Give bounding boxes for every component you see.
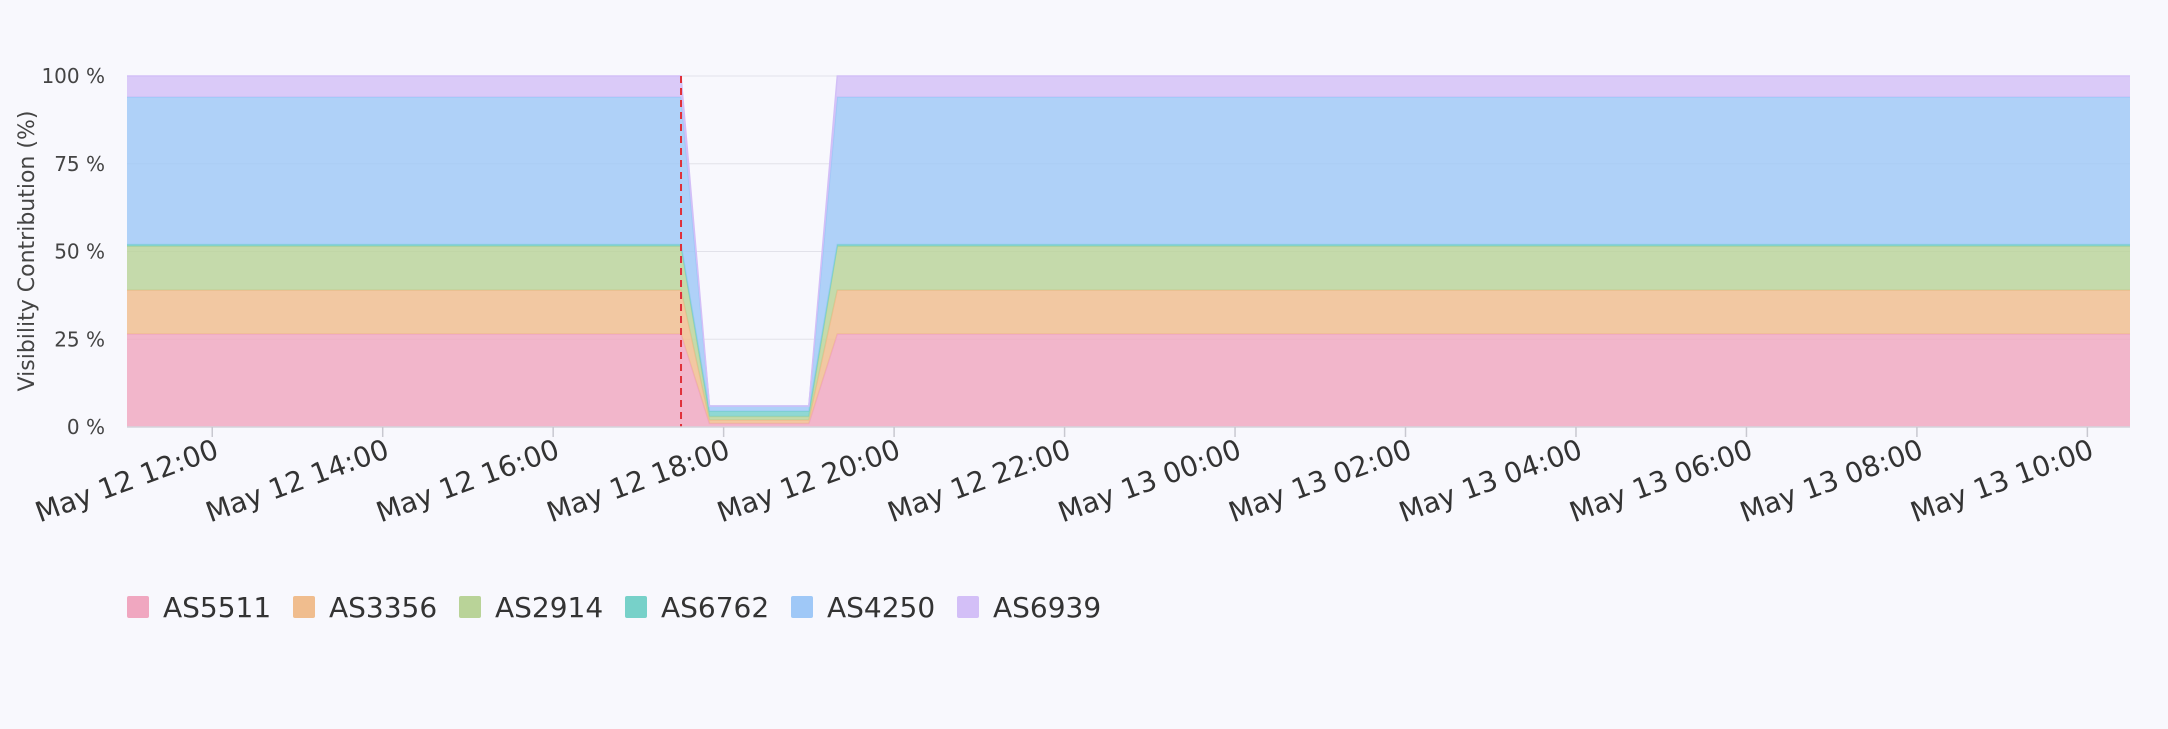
legend-swatch — [791, 596, 813, 618]
area-as2914 — [127, 246, 2130, 420]
legend-label: AS6762 — [661, 591, 769, 624]
x-tick-label: May 13 10:00 — [1906, 433, 2098, 530]
x-tick-label: May 13 02:00 — [1224, 433, 1416, 530]
legend-label: AS4250 — [827, 591, 935, 624]
area-as4250 — [127, 97, 2130, 412]
legend-item-as2914: AS2914 — [459, 591, 603, 624]
legend-item-as6939: AS6939 — [957, 591, 1101, 624]
x-tick-label: May 12 16:00 — [372, 433, 564, 530]
x-tick-label: May 12 18:00 — [542, 433, 734, 530]
legend-item-as4250: AS4250 — [791, 591, 935, 624]
x-tick-label: May 12 12:00 — [31, 433, 223, 530]
legend-item-as6762: AS6762 — [625, 591, 769, 624]
x-tick-label: May 13 06:00 — [1565, 433, 1757, 530]
y-tick-label: 50 % — [54, 240, 105, 264]
line-as6939 — [127, 75, 2130, 407]
legend-label: AS2914 — [495, 591, 603, 624]
x-tick-label: May 12 14:00 — [201, 433, 393, 530]
y-axis-label: Visibility Contribution (%) — [15, 111, 40, 392]
legend: AS5511 AS3356 AS2914 AS6762 AS4250 AS6939 — [127, 591, 1101, 624]
legend-label: AS5511 — [163, 591, 271, 624]
legend-item-as5511: AS5511 — [127, 591, 271, 624]
y-tick-label: 0 % — [67, 415, 105, 439]
x-tick-label: May 13 00:00 — [1054, 433, 1246, 530]
legend-label: AS3356 — [329, 591, 437, 624]
area-as3356 — [127, 290, 2130, 424]
area-series-group — [127, 75, 2130, 427]
x-tick-label: May 12 22:00 — [883, 433, 1075, 530]
legend-swatch — [957, 596, 979, 618]
y-tick-label: 100 % — [41, 64, 105, 88]
legend-swatch — [625, 596, 647, 618]
x-tick-label: May 13 04:00 — [1395, 433, 1587, 530]
x-tick-label: May 13 08:00 — [1736, 433, 1928, 530]
legend-item-as3356: AS3356 — [293, 591, 437, 624]
area-as5511 — [127, 333, 2130, 427]
legend-label: AS6939 — [993, 591, 1101, 624]
legend-swatch — [127, 596, 149, 618]
x-tick-label: May 12 20:00 — [713, 433, 905, 530]
y-tick-label: 75 % — [54, 152, 105, 176]
legend-swatch — [459, 596, 481, 618]
y-tick-label: 25 % — [54, 327, 105, 351]
legend-swatch — [293, 596, 315, 618]
